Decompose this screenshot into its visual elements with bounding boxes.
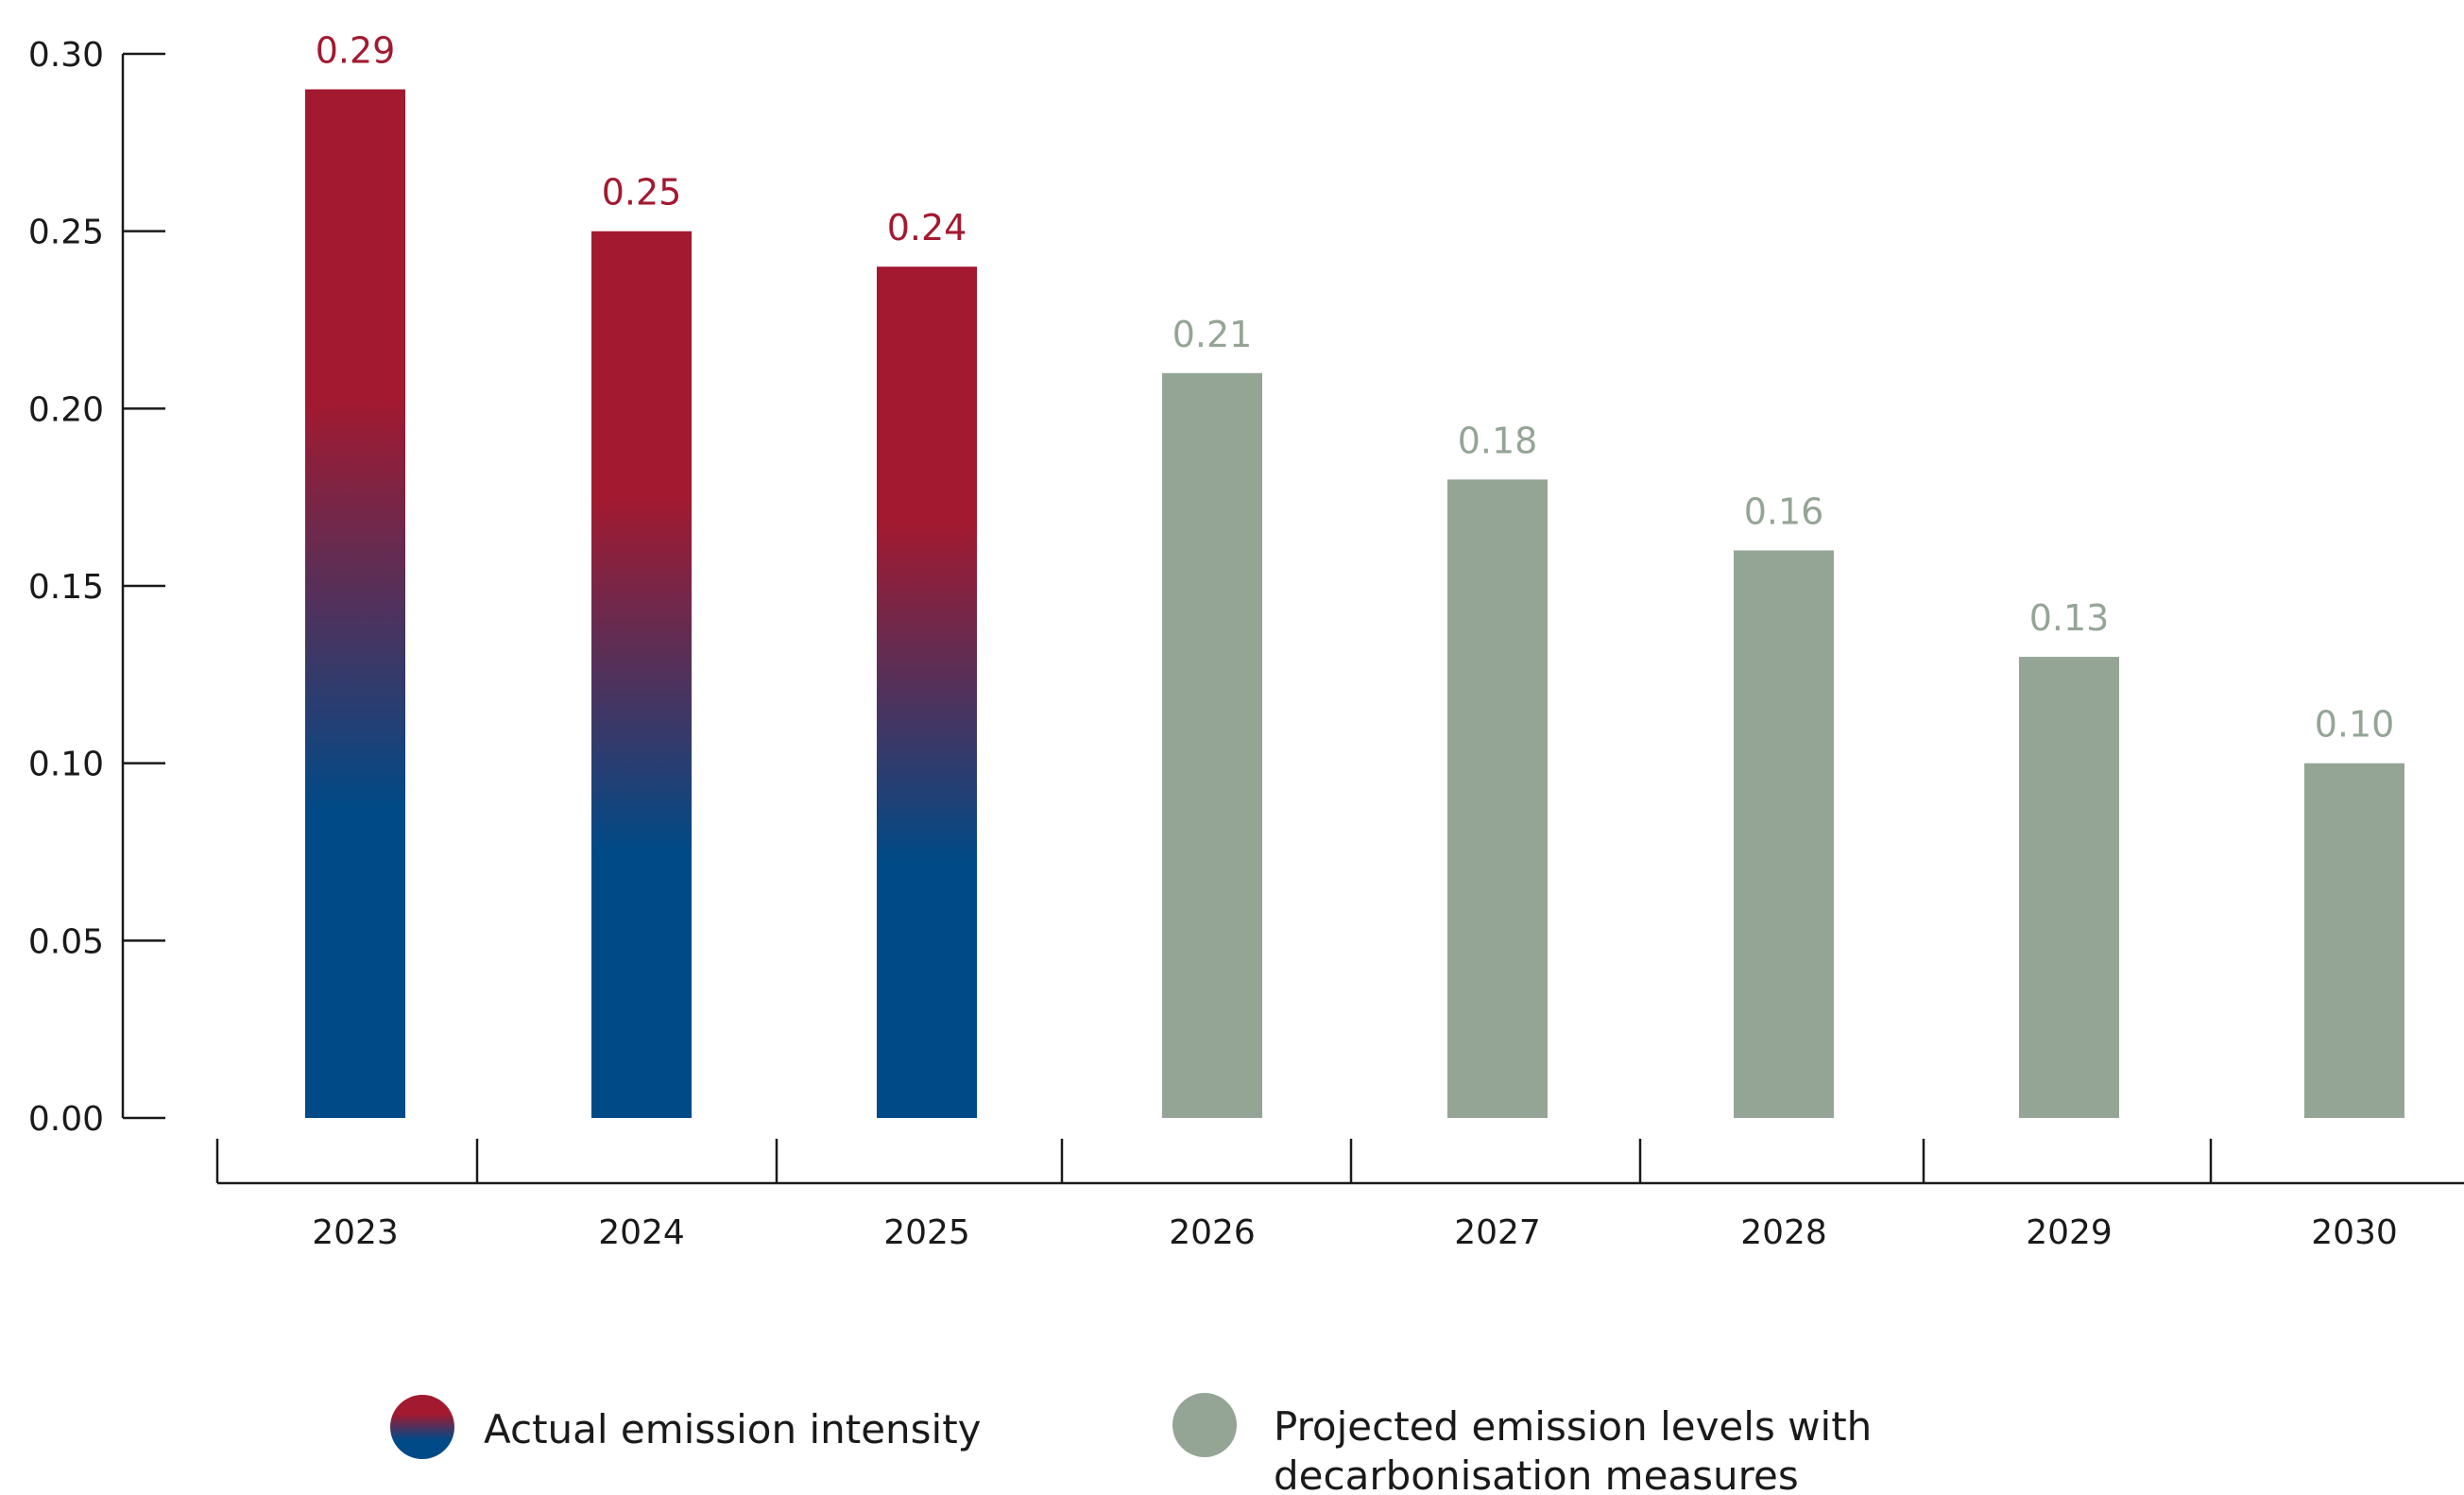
x-tick-label-2026: 2026 bbox=[1169, 1213, 1256, 1252]
x-tick-label-2029: 2029 bbox=[2026, 1213, 2113, 1252]
x-axis: 2023 2024 2025 2026 2027 2028 2029 2030 bbox=[215, 1139, 2464, 1252]
legend-item-actual: Actual emission intensity bbox=[390, 1395, 982, 1459]
bar-2029 bbox=[2019, 657, 2119, 1118]
value-label-2030: 0.10 bbox=[2315, 704, 2395, 746]
value-label-2028: 0.16 bbox=[1744, 490, 1824, 532]
y-tick-label: 0.15 bbox=[28, 568, 104, 607]
bar-2024 bbox=[591, 231, 692, 1118]
legend-label-projected: decarbonisation measures bbox=[1274, 1452, 1799, 1495]
value-label-2025: 0.24 bbox=[887, 207, 967, 249]
legend-label-actual: Actual emission intensity bbox=[484, 1406, 982, 1452]
y-tick-label: 0.20 bbox=[28, 390, 104, 429]
y-tick-label: 0.10 bbox=[28, 746, 104, 784]
x-tick-label-2030: 2030 bbox=[2311, 1213, 2398, 1252]
x-tick-label-2028: 2028 bbox=[1740, 1213, 1827, 1252]
value-labels: 0.29 0.25 0.24 0.21 0.18 0.16 0.13 0.10 bbox=[316, 30, 2395, 746]
x-tick-label-2027: 2027 bbox=[1454, 1213, 1541, 1252]
legend-item-projected: Projected emission levels withdecarbonis… bbox=[1172, 1393, 1872, 1495]
y-tick-label: 0.30 bbox=[28, 36, 104, 75]
value-label-2023: 0.29 bbox=[316, 30, 396, 72]
value-label-2024: 0.25 bbox=[602, 172, 682, 214]
bar-2027 bbox=[1447, 479, 1548, 1118]
legend-label-projected: Projected emission levels with bbox=[1274, 1403, 1872, 1450]
bar-2028 bbox=[1734, 550, 1834, 1118]
x-tick-label-2024: 2024 bbox=[598, 1213, 685, 1252]
value-label-2029: 0.13 bbox=[2029, 597, 2110, 639]
y-axis: 0.00 0.05 0.10 0.15 0.20 0.25 0.30 bbox=[28, 36, 165, 1139]
bar-2025 bbox=[877, 266, 977, 1118]
x-tick-label-2023: 2023 bbox=[312, 1213, 399, 1252]
legend: Actual emission intensity Projected emiss… bbox=[390, 1393, 1872, 1495]
y-tick-label: 0.05 bbox=[28, 922, 104, 961]
value-label-2027: 0.18 bbox=[1458, 420, 1538, 461]
bar-2030 bbox=[2304, 763, 2404, 1118]
bars bbox=[305, 89, 2404, 1119]
x-tick-label-2025: 2025 bbox=[883, 1213, 970, 1252]
bar-2023 bbox=[305, 89, 405, 1119]
legend-swatch-projected bbox=[1172, 1393, 1237, 1457]
value-label-2026: 0.21 bbox=[1172, 314, 1253, 355]
y-tick-label: 0.00 bbox=[28, 1100, 104, 1139]
y-tick-label: 0.25 bbox=[28, 214, 104, 252]
legend-swatch-actual bbox=[390, 1395, 454, 1459]
bar-2026 bbox=[1162, 372, 1262, 1118]
